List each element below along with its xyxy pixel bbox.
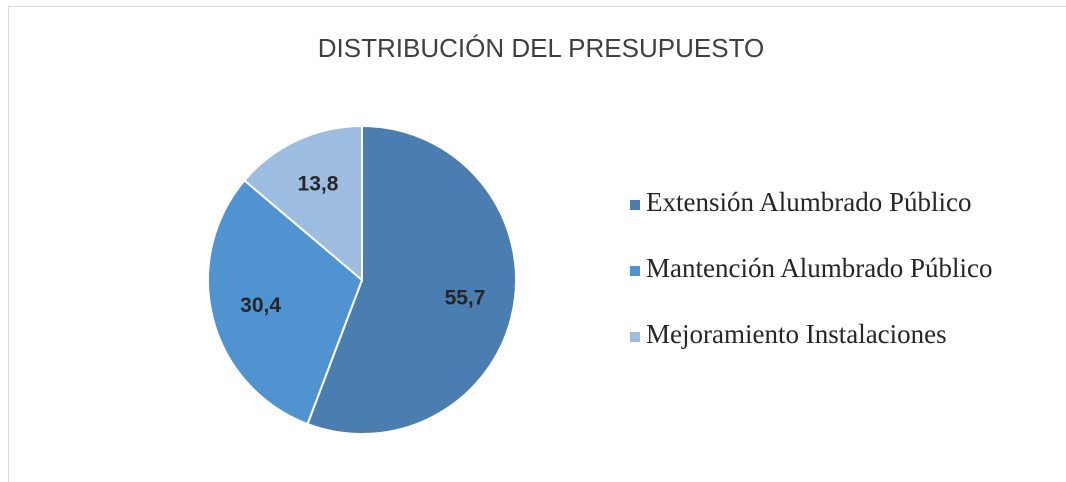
pie-slice [243, 124, 363, 283]
legend-swatch [630, 200, 640, 210]
data-label: 13,8 [298, 173, 339, 196]
legend-label: Mantención Alumbrado Público [646, 253, 992, 283]
legend-label: Mejoramiento Instalaciones [646, 319, 947, 349]
data-label: 30,4 [240, 294, 281, 317]
data-label: 55,7 [445, 286, 486, 309]
chart-frame [8, 6, 1066, 482]
chart-title: DISTRIBUCIÓN DEL PRESUPUESTO [318, 33, 764, 63]
pie-slice [207, 179, 364, 426]
legend-swatch [630, 266, 640, 276]
legend-label: Extensión Alumbrado Público [646, 187, 971, 217]
pie-slice [306, 124, 517, 435]
legend-swatch [630, 332, 640, 342]
